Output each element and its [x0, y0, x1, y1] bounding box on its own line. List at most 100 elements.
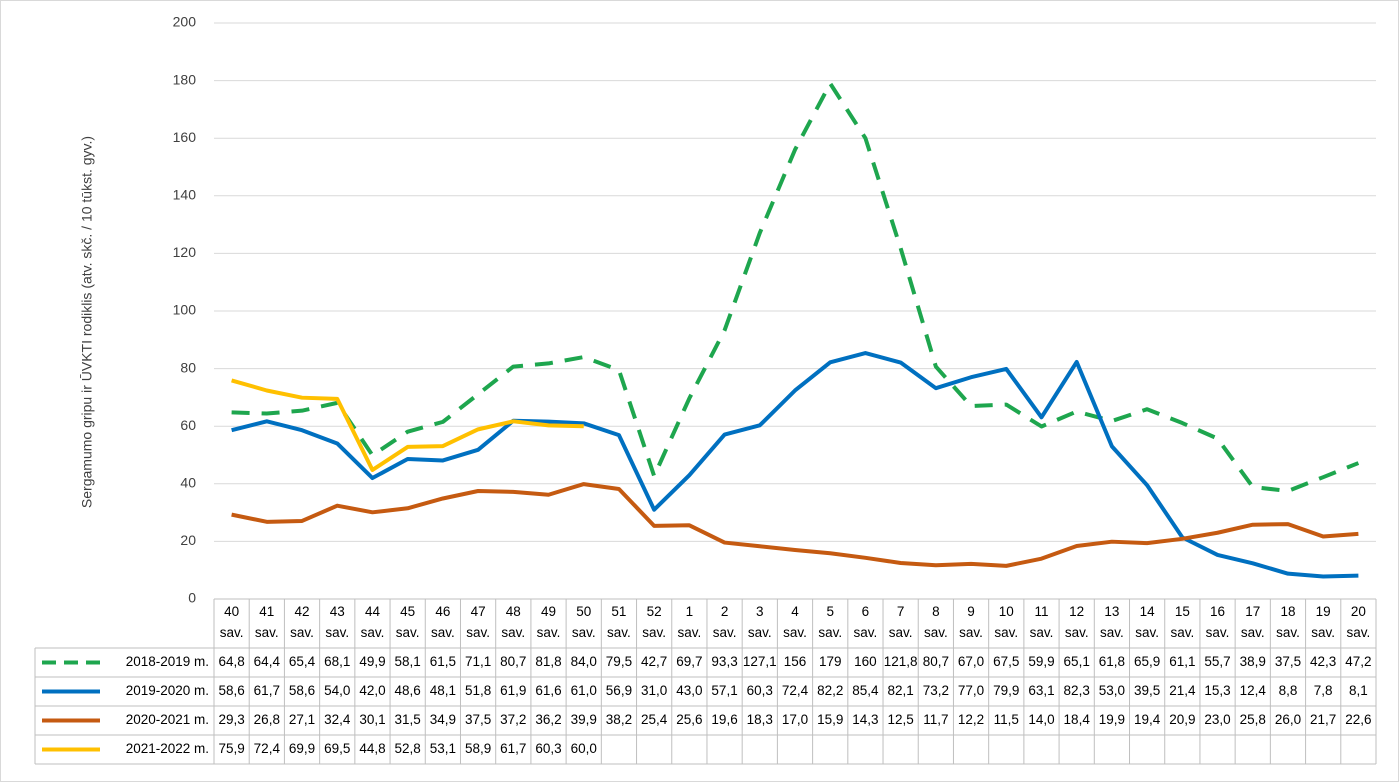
- value-label: 60,3: [747, 683, 773, 698]
- value-label: 18,3: [747, 712, 773, 727]
- x-tick-label: 6 sav.: [854, 604, 878, 640]
- value-label: 19,4: [1134, 712, 1161, 727]
- value-label: 39,9: [571, 712, 597, 727]
- value-label: 60,0: [571, 741, 597, 756]
- x-tick-label: 43 sav.: [325, 604, 349, 640]
- value-label: 61,7: [254, 683, 280, 698]
- value-label: 20,9: [1169, 712, 1195, 727]
- y-tick-label: 100: [173, 302, 197, 318]
- value-label: 61,7: [500, 741, 526, 756]
- value-label: 37,5: [1275, 654, 1301, 669]
- x-tick-label: 5 sav.: [818, 604, 842, 640]
- value-label: 59,9: [1028, 654, 1054, 669]
- value-label: 79,9: [993, 683, 1019, 698]
- value-label: 85,4: [852, 683, 879, 698]
- value-label: 26,8: [254, 712, 280, 727]
- value-label: 21,7: [1310, 712, 1336, 727]
- x-tick-label: 45 sav.: [396, 604, 420, 640]
- series-line: [231, 482, 1359, 568]
- x-tick-label: 18 sav.: [1276, 604, 1300, 640]
- value-label: 36,2: [535, 712, 561, 727]
- value-label: 72,4: [782, 683, 809, 698]
- y-tick-label: 160: [173, 129, 197, 145]
- value-label: 26,0: [1275, 712, 1301, 727]
- y-tick-label: 60: [180, 417, 196, 433]
- value-label: 58,1: [395, 654, 421, 669]
- value-label: 61,8: [1099, 654, 1125, 669]
- x-tick-label: 20 sav.: [1347, 604, 1371, 640]
- value-label: 43,0: [676, 683, 702, 698]
- x-tick-label: 51 sav.: [607, 604, 631, 640]
- value-label: 17,0: [782, 712, 808, 727]
- x-tick-label: 42 sav.: [290, 604, 314, 640]
- x-tick-label: 8 sav.: [924, 604, 948, 640]
- value-label: 61,0: [571, 683, 597, 698]
- value-label: 61,5: [430, 654, 456, 669]
- value-label: 56,9: [606, 683, 632, 698]
- value-label: 64,8: [218, 654, 244, 669]
- value-label: 15,9: [817, 712, 843, 727]
- value-label: 18,4: [1064, 712, 1091, 727]
- value-label: 80,7: [500, 654, 526, 669]
- value-label: 71,1: [465, 654, 491, 669]
- value-label: 121,8: [884, 654, 918, 669]
- value-label: 65,4: [289, 654, 316, 669]
- value-label: 42,0: [359, 683, 385, 698]
- x-tick-label: 14 sav.: [1135, 604, 1159, 640]
- x-tick-label: 44 sav.: [361, 604, 385, 640]
- value-label: 58,6: [289, 683, 315, 698]
- value-label: 51,8: [465, 683, 491, 698]
- y-tick-label: 120: [173, 244, 197, 260]
- x-tick-label: 3 sav.: [748, 604, 772, 640]
- value-label: 79,5: [606, 654, 632, 669]
- x-tick-label: 46 sav.: [431, 604, 455, 640]
- x-tick-label: 7 sav.: [889, 604, 913, 640]
- x-tick-label: 4 sav.: [783, 604, 807, 640]
- value-label: 69,7: [676, 654, 702, 669]
- value-label: 160: [854, 654, 877, 669]
- series-line: [231, 378, 584, 472]
- series-line: [231, 351, 1359, 579]
- value-label: 38,9: [1240, 654, 1266, 669]
- x-tick-label: 13 sav.: [1100, 604, 1124, 640]
- value-label: 42,7: [641, 654, 667, 669]
- value-label: 84,0: [571, 654, 597, 669]
- value-label: 12,4: [1240, 683, 1267, 698]
- x-tick-label: 11 sav.: [1030, 604, 1054, 640]
- value-label: 7,8: [1314, 683, 1333, 698]
- value-label: 54,0: [324, 683, 350, 698]
- value-label: 73,2: [923, 683, 949, 698]
- value-label: 82,2: [817, 683, 843, 698]
- legend-label: 2021-2022 m.: [126, 741, 209, 756]
- value-label: 25,6: [676, 712, 702, 727]
- value-label: 65,1: [1064, 654, 1090, 669]
- value-label: 19,9: [1099, 712, 1125, 727]
- value-label: 21,4: [1169, 683, 1196, 698]
- value-label: 82,3: [1064, 683, 1090, 698]
- value-label: 55,7: [1204, 654, 1230, 669]
- value-label: 14,0: [1028, 712, 1054, 727]
- value-label: 68,1: [324, 654, 350, 669]
- value-label: 61,6: [535, 683, 561, 698]
- value-label: 23,0: [1204, 712, 1230, 727]
- x-tick-label: 47 sav.: [466, 604, 490, 640]
- value-label: 30,1: [359, 712, 385, 727]
- legend-label: 2019-2020 m.: [126, 683, 209, 698]
- value-label: 8,1: [1349, 683, 1368, 698]
- x-tick-label: 41 sav.: [255, 604, 279, 640]
- y-tick-label: 20: [180, 532, 196, 548]
- x-tick-label: 19 sav.: [1311, 604, 1335, 640]
- value-label: 57,1: [711, 683, 737, 698]
- x-tick-label: 52 sav.: [642, 604, 666, 640]
- value-label: 69,9: [289, 741, 315, 756]
- value-label: 82,1: [887, 683, 913, 698]
- value-label: 63,1: [1028, 683, 1054, 698]
- value-label: 69,5: [324, 741, 350, 756]
- value-label: 81,8: [535, 654, 561, 669]
- x-tick-label: 17 sav.: [1241, 604, 1265, 640]
- value-label: 39,5: [1134, 683, 1160, 698]
- value-label: 93,3: [711, 654, 737, 669]
- value-label: 44,8: [359, 741, 385, 756]
- value-label: 58,6: [218, 683, 244, 698]
- value-label: 72,4: [254, 741, 281, 756]
